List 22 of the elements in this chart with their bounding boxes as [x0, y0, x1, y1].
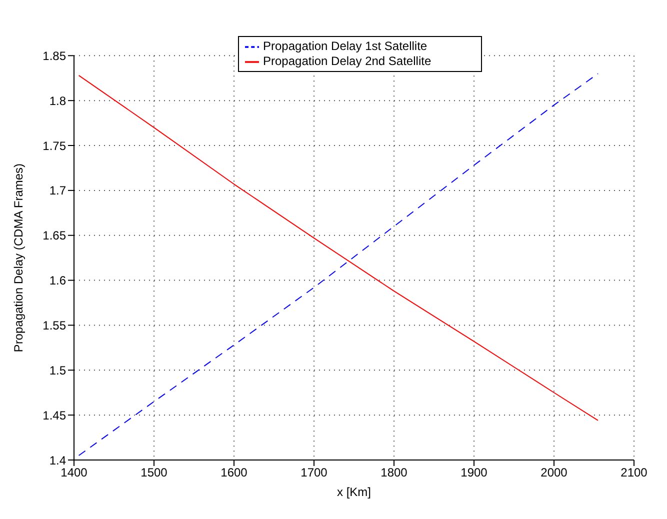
- y-tick-label: 1.75: [42, 138, 66, 153]
- legend-label: Propagation Delay 1st Satellite: [263, 39, 428, 53]
- y-tick-label: 1.85: [42, 48, 66, 63]
- y-axis-title: Propagation Delay (CDMA Frames): [11, 163, 26, 352]
- y-tick-label: 1.5: [49, 363, 66, 378]
- x-tick-label: 2100: [620, 466, 648, 480]
- x-tick-label: 2000: [540, 466, 568, 480]
- y-tick-label: 1.55: [42, 318, 66, 332]
- y-tick-label: 1.65: [42, 228, 66, 243]
- y-tick-label: 1.8: [49, 94, 66, 108]
- legend-label: Propagation Delay 2nd Satellite: [263, 54, 432, 68]
- x-tick-label: 1700: [300, 466, 328, 480]
- x-axis-title: x [Km]: [336, 485, 372, 499]
- x-tick-label: 1400: [60, 466, 88, 480]
- y-tick-label: 1.4: [49, 453, 66, 468]
- x-tick-label: 1500: [140, 466, 168, 480]
- y-tick-label: 1.7: [49, 184, 66, 198]
- y-tick-label: 1.45: [42, 408, 66, 422]
- x-tick-label: 1600: [220, 466, 248, 480]
- y-tick-label: 1.6: [49, 274, 66, 288]
- x-tick-label: 1800: [380, 466, 408, 480]
- x-tick-label: 1900: [460, 466, 488, 480]
